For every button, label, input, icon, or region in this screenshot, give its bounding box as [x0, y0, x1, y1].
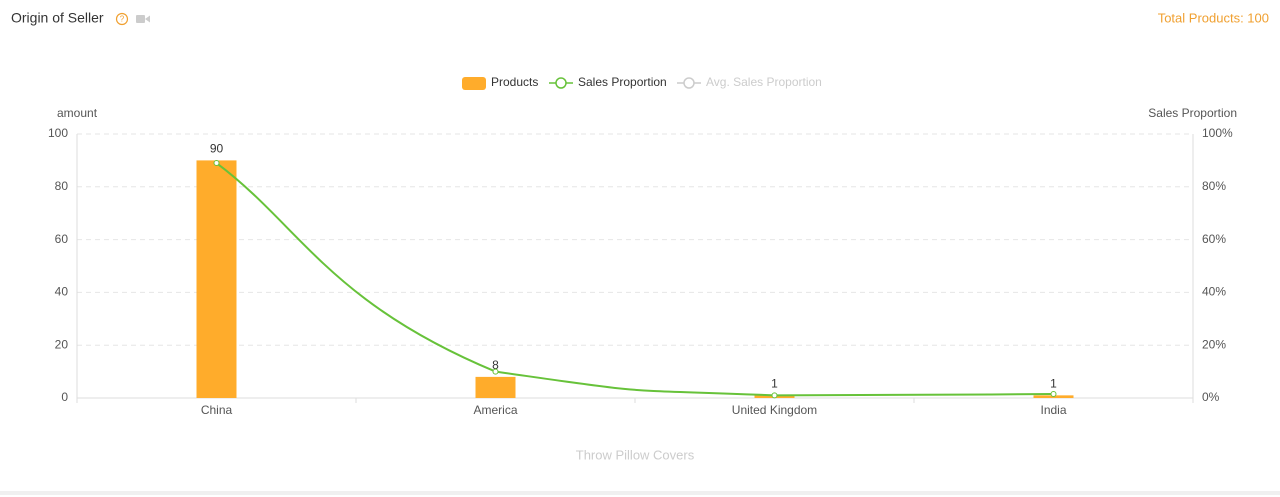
y2-tick-label: 80% — [1202, 179, 1226, 193]
legend-label: Products — [491, 75, 538, 89]
data-label: 1 — [771, 377, 778, 391]
bar — [196, 160, 237, 398]
bar — [475, 376, 516, 398]
line-point — [213, 160, 220, 167]
legend-label: Sales Proportion — [578, 75, 667, 89]
total-products: Total Products: 100 — [1158, 10, 1269, 25]
legend-swatch — [683, 77, 695, 89]
line-point — [1050, 391, 1057, 398]
line — [215, 162, 1054, 397]
y2-tick-label: 20% — [1202, 337, 1226, 351]
help-icon[interactable]: ? — [115, 12, 129, 26]
svg-text:?: ? — [120, 15, 125, 24]
video-icon[interactable] — [136, 15, 150, 23]
line-point — [771, 392, 778, 399]
y2-tick-label: 0% — [1202, 390, 1220, 404]
y2-tick-label: 100% — [1202, 126, 1233, 140]
line-point — [492, 368, 499, 375]
y-tick-label: 60 — [55, 232, 69, 246]
y2-tick-label: 40% — [1202, 285, 1226, 299]
data-label: 1 — [1050, 377, 1057, 391]
y2-tick-label: 60% — [1202, 232, 1226, 246]
legend-swatch — [555, 77, 567, 89]
header-title: Origin of Seller — [11, 10, 104, 26]
x-axis-label: Throw Pillow Covers — [576, 447, 695, 462]
legend-swatch — [462, 77, 486, 90]
x-tick-label: China — [201, 403, 233, 417]
y-tick-label: 40 — [55, 285, 69, 299]
x-tick-label: India — [1040, 403, 1066, 417]
y-tick-label: 80 — [55, 179, 69, 193]
data-label: 90 — [210, 142, 224, 156]
x-tick-label: United Kingdom — [732, 403, 817, 417]
data-label: 8 — [492, 358, 499, 372]
y-axis-label: amount — [57, 106, 98, 120]
x-tick-label: America — [473, 403, 517, 417]
y-tick-label: 0 — [61, 390, 68, 404]
y-tick-label: 100 — [48, 126, 68, 140]
legend-label: Avg. Sales Proportion — [706, 75, 822, 89]
y2-axis-label: Sales Proportion — [1148, 106, 1237, 120]
y-tick-label: 20 — [55, 337, 69, 351]
